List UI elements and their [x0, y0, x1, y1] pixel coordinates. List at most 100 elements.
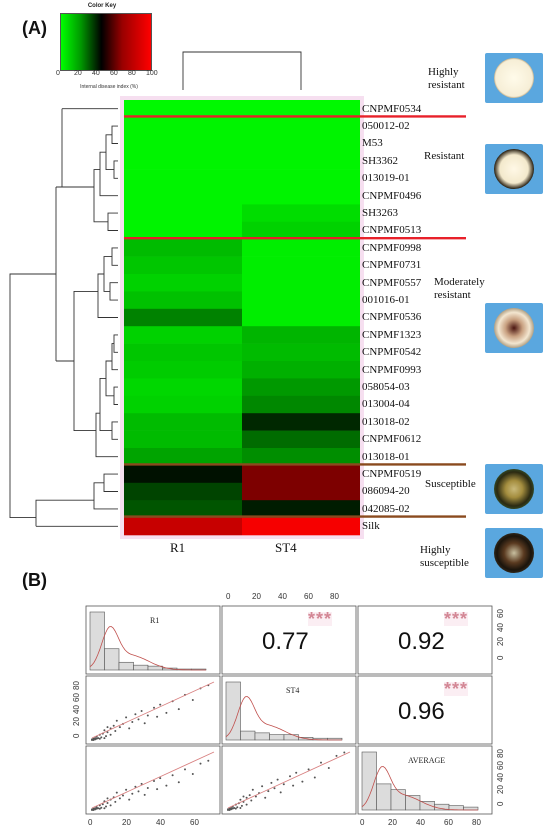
heatmap-row-label: 001016-01 — [362, 293, 410, 306]
scatter-point — [94, 807, 97, 810]
scatter-point — [234, 807, 237, 810]
scatter-point — [250, 799, 253, 802]
axis-tick-label: 0 — [88, 818, 93, 827]
heatmap-cell — [124, 430, 242, 449]
axis-tick-label: 60 — [72, 693, 81, 702]
scatter-point — [165, 711, 168, 714]
heatmap-cell — [124, 187, 242, 205]
heatmap-row-label: 013019-01 — [362, 172, 410, 185]
scatter-point — [245, 796, 248, 799]
matrix-cell-frame — [221, 605, 357, 675]
heatmap-cell — [124, 169, 242, 188]
heatmap-cell — [242, 448, 360, 466]
heatmap-cell — [242, 361, 360, 379]
heatmap-row-label: 013018-02 — [362, 415, 410, 428]
heatmap-cell — [124, 378, 242, 397]
color-key-tick: 20 — [74, 70, 82, 77]
category-moderately-resistant: Moderately resistant — [434, 276, 485, 301]
sample-photo-moderately-resistant — [485, 303, 543, 353]
heatmap-row-label: CNPMF0542 — [362, 346, 422, 359]
axis-tick-label: 40 — [72, 705, 81, 714]
heatmap-row-label: CNPMF0612 — [362, 433, 422, 446]
column-dendrogram — [182, 51, 302, 90]
scatter-point — [98, 807, 101, 810]
histogram-bar — [118, 661, 134, 671]
scatter-point — [109, 804, 112, 807]
scatter-point — [289, 775, 291, 778]
axis-tick-label: 40 — [416, 818, 425, 827]
scatter-point — [165, 784, 168, 787]
heatmap-cell — [124, 100, 242, 118]
heatmap-cell — [242, 413, 360, 431]
significance-stars: *** — [444, 679, 469, 699]
scatter-point — [95, 806, 98, 809]
heatmap-cell — [124, 482, 242, 501]
heatmap-cell — [124, 274, 242, 292]
scatter-point — [233, 807, 236, 809]
histogram-bar — [225, 681, 241, 741]
heatmap-cell — [124, 152, 242, 170]
axis-tick-label: 80 — [496, 749, 505, 758]
heatmap-cell — [242, 100, 360, 118]
axis-tick-label: 0 — [496, 655, 505, 660]
axis-tick-label: 20 — [72, 717, 81, 726]
row-dendrogram — [9, 108, 118, 527]
heatmap-cell — [242, 430, 360, 449]
heatmap-cell — [242, 239, 360, 257]
matrix-cell-frame — [357, 605, 493, 675]
axis-tick-label: 20 — [496, 785, 505, 794]
histogram-bar — [390, 789, 406, 811]
heatmap-cell — [124, 465, 242, 484]
scatter-point — [125, 716, 128, 719]
scatter-point — [282, 783, 285, 786]
axis-tick-label: 80 — [72, 681, 81, 690]
heatmap-cell — [242, 465, 360, 484]
heatmap-row-label: M53 — [362, 137, 383, 150]
scatter-point — [98, 737, 101, 740]
scatter-point — [264, 796, 267, 799]
histogram-bar — [463, 806, 479, 811]
scatter-point — [140, 782, 143, 785]
scatter-point — [240, 804, 243, 807]
sample-photo-resistant — [485, 144, 543, 194]
matrix-variable-label: ST4 — [286, 686, 300, 695]
heatmap-row-label: CNPMF0993 — [362, 363, 422, 376]
axis-tick-label: 0 — [496, 801, 505, 806]
heatmap-cell — [242, 274, 360, 292]
matrix-variable-label: R1 — [150, 616, 160, 625]
heatmap-chart — [9, 51, 466, 539]
heatmap-cell — [242, 204, 360, 223]
scatter-point — [125, 788, 128, 791]
scatter-point — [137, 790, 140, 793]
heatmap-row-label: CNPMF0998 — [362, 241, 422, 254]
axis-tick-label: 80 — [330, 592, 339, 601]
scatter-point — [227, 808, 229, 811]
scatter-point — [295, 771, 298, 774]
scatter-point — [137, 718, 140, 721]
scatter-point — [177, 708, 180, 711]
scatter-point — [239, 807, 242, 809]
scatter-point — [207, 759, 210, 762]
heatmap-row-label: 058054-03 — [362, 380, 410, 393]
scatter-point — [109, 733, 112, 736]
scatter-point — [231, 807, 234, 810]
scatter-point — [228, 807, 231, 810]
scatter-point — [106, 797, 109, 800]
heatmap-cell — [242, 256, 360, 275]
scatter-point — [270, 781, 273, 784]
scatter-point — [245, 803, 248, 806]
scatter-point — [140, 710, 143, 712]
histogram-bar — [283, 734, 299, 741]
column-label-r1: R1 — [170, 540, 186, 555]
scatter-point — [327, 767, 330, 769]
scatter-point — [91, 808, 93, 811]
scatter-point — [103, 737, 106, 740]
heatmap-row-label: SH3362 — [362, 154, 399, 167]
axis-tick-label: 40 — [496, 623, 505, 632]
scatter-point — [114, 800, 117, 803]
histogram-bar — [269, 734, 285, 741]
color-key-tick: 0 — [56, 70, 60, 77]
axis-tick-label: 20 — [388, 818, 397, 827]
heatmap-cell — [242, 326, 360, 344]
scatter-point — [301, 780, 304, 783]
